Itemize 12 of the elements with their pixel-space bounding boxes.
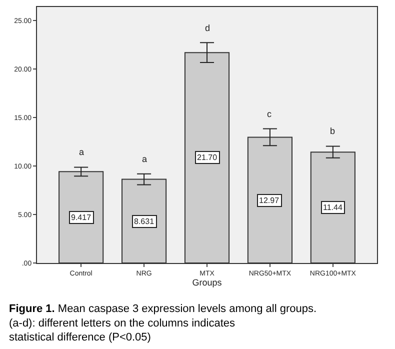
annotation: c	[267, 109, 272, 119]
annotation: b	[330, 126, 336, 136]
annotation: a	[79, 147, 84, 157]
data-label: 21.70	[197, 153, 218, 162]
caption: Figure 1. Mean caspase 3 expression levels among all groups. (a-d): different letters on the columns indicates statistical difference (P<0.05)	[9, 303, 317, 344]
data-label: 11.44	[323, 203, 343, 212]
annotation: d	[205, 23, 210, 33]
data-label: 9.417	[71, 213, 92, 222]
annotation: a	[142, 154, 148, 164]
data-label: 12.97	[259, 196, 280, 205]
data-label: 8.631	[134, 217, 155, 226]
x-axis-title: Groups	[192, 277, 222, 288]
